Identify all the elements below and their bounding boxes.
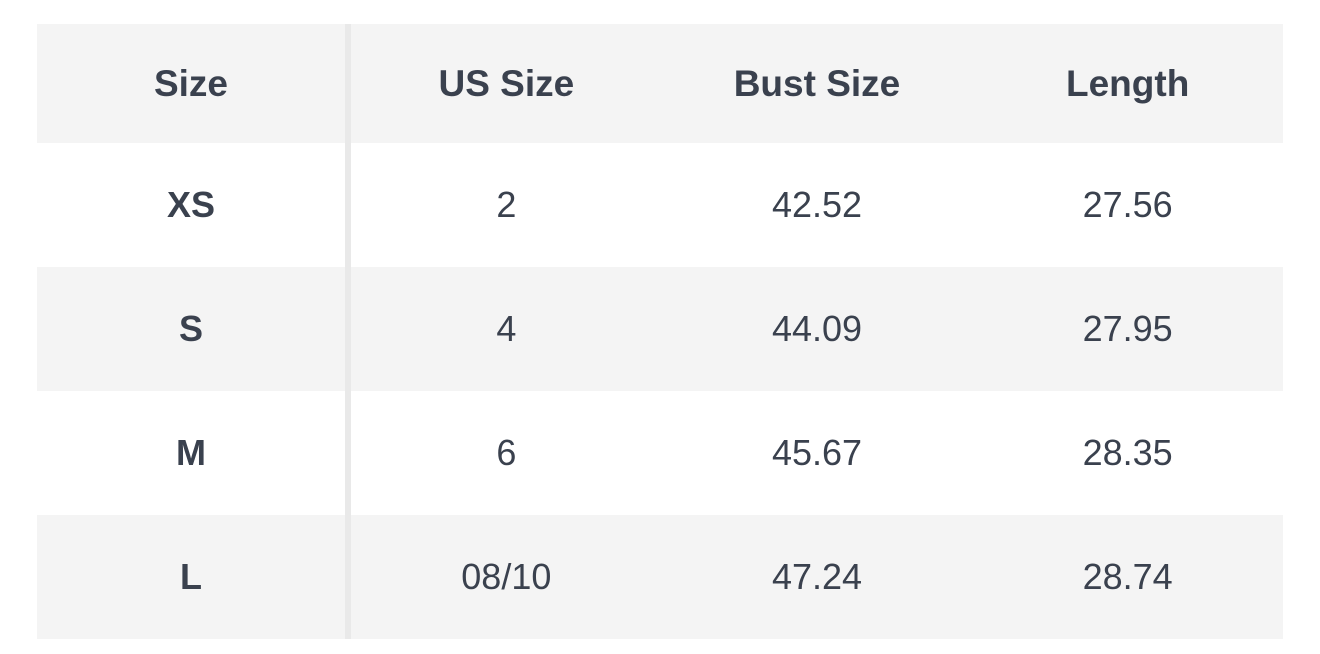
row-label-size: XS [37,143,351,267]
column-header-bust-size: Bust Size [661,24,973,143]
cell-bust-size: 47.24 [661,515,973,639]
row-label-size: M [37,391,351,515]
table-header-row: Size US Size Bust Size Length [37,24,1283,143]
cell-length: 27.95 [972,267,1283,391]
column-header-size: Size [37,24,351,143]
size-chart: Size US Size Bust Size Length XS 2 42.52… [37,24,1283,639]
table-row-l: L 08/10 47.24 28.74 [37,515,1283,639]
column-header-length: Length [972,24,1283,143]
row-label-size: S [37,267,351,391]
table-row-xs: XS 2 42.52 27.56 [37,143,1283,267]
cell-bust-size: 42.52 [661,143,973,267]
cell-us-size: 6 [351,391,662,515]
table-row-m: M 6 45.67 28.35 [37,391,1283,515]
cell-length: 28.74 [972,515,1283,639]
cell-us-size: 2 [351,143,662,267]
cell-us-size: 4 [351,267,662,391]
cell-us-size: 08/10 [351,515,662,639]
size-chart-table: Size US Size Bust Size Length XS 2 42.52… [37,24,1283,639]
cell-bust-size: 45.67 [661,391,973,515]
table-row-s: S 4 44.09 27.95 [37,267,1283,391]
column-header-us-size: US Size [351,24,662,143]
cell-length: 28.35 [972,391,1283,515]
cell-bust-size: 44.09 [661,267,973,391]
row-label-size: L [37,515,351,639]
cell-length: 27.56 [972,143,1283,267]
